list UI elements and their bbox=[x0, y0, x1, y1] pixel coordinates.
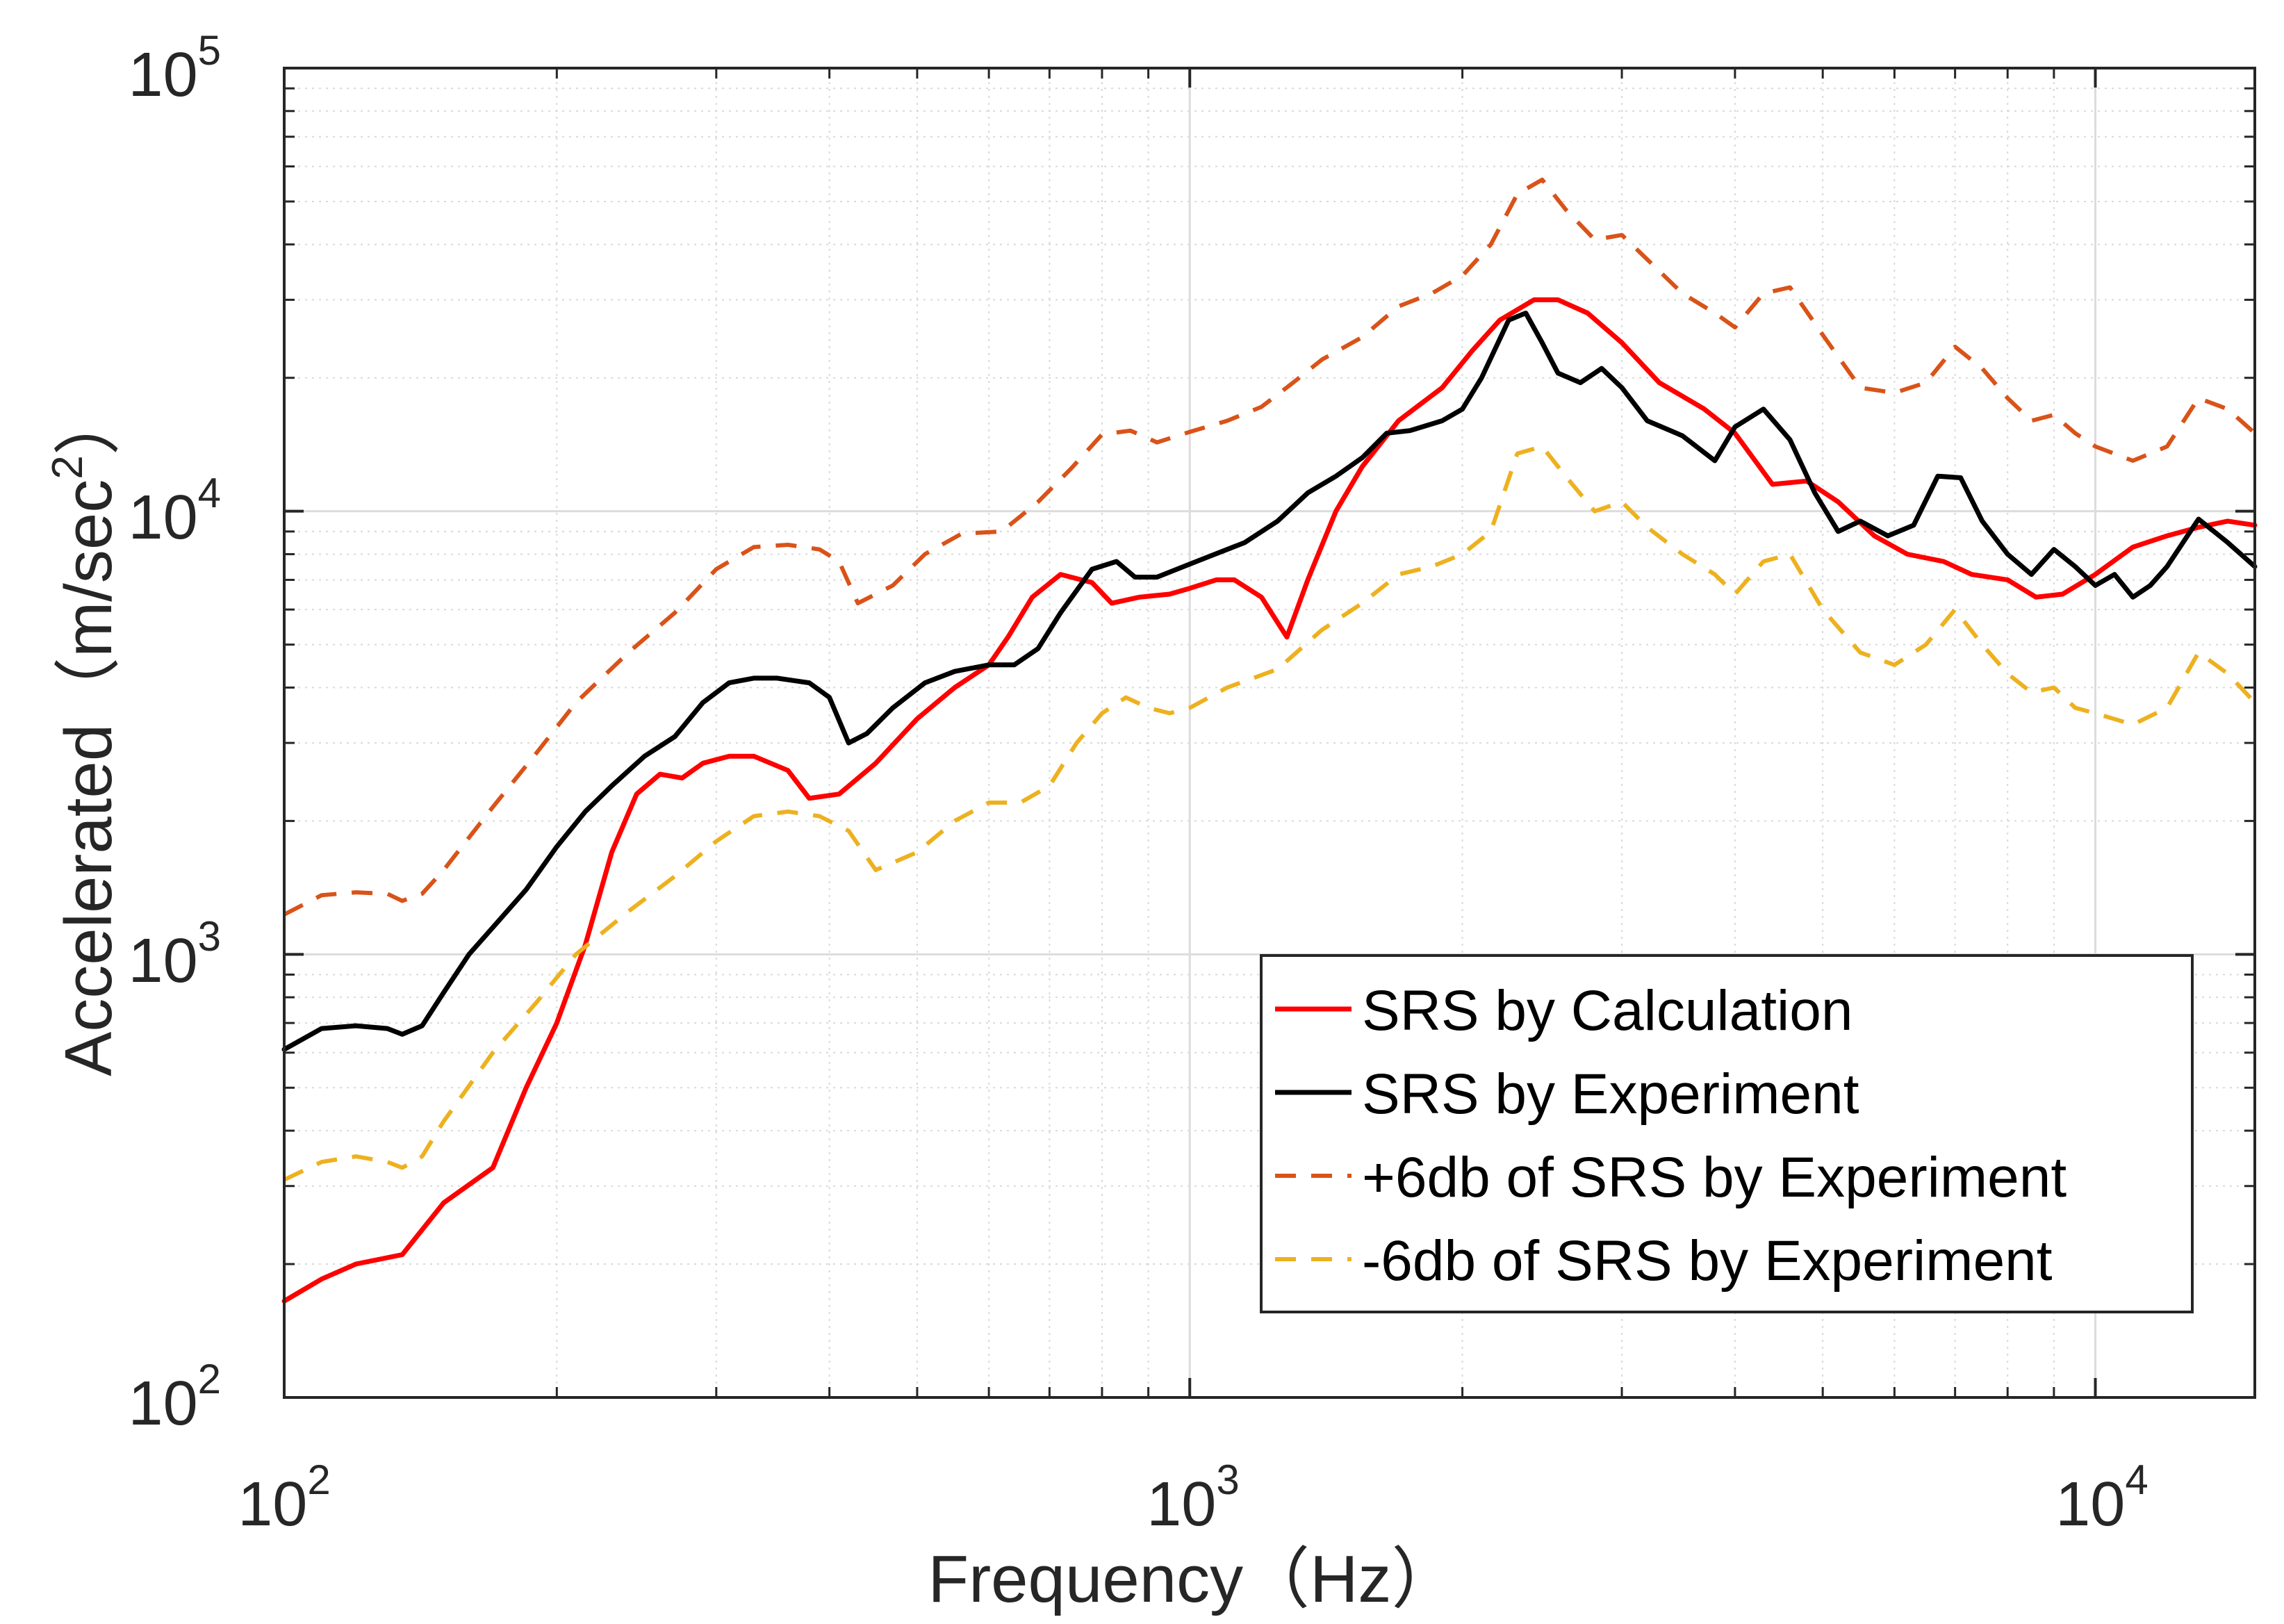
legend: SRS by Calculation SRS by Experiment +6d… bbox=[1260, 954, 2194, 1313]
series-line-srs-by-experiment bbox=[281, 311, 2258, 1052]
plot-border bbox=[283, 67, 2256, 1399]
y-tick-base: 10 bbox=[129, 1369, 198, 1438]
y-tick-exponent: 2 bbox=[198, 1356, 221, 1402]
series-line-srs-by-calculation bbox=[281, 297, 2258, 1304]
x-tick-base: 10 bbox=[2055, 1470, 2125, 1539]
y-tick-label-1000: 103 bbox=[129, 913, 221, 996]
series-line-minus-6db bbox=[283, 444, 2257, 1182]
x-tick-base: 10 bbox=[1147, 1470, 1216, 1539]
y-tick-base: 10 bbox=[129, 40, 198, 110]
legend-label-minus-6db: -6db of SRS by Experiment bbox=[1362, 1229, 2053, 1293]
axis-ticks bbox=[283, 67, 2255, 1399]
y-tick-label-100: 102 bbox=[129, 1356, 221, 1438]
legend-label-srs-by-experiment: SRS by Experiment bbox=[1362, 1063, 1859, 1126]
y-axis-title-main: Accelerated（m/sec bbox=[51, 479, 126, 1076]
x-tick-label-10000: 104 bbox=[2055, 1457, 2148, 1539]
x-tick-exponent: 4 bbox=[2125, 1457, 2148, 1503]
x-axis-title: Frequency（Hz） bbox=[928, 1542, 1459, 1616]
series-layer bbox=[281, 177, 2258, 1304]
x-tick-label-1000: 103 bbox=[1147, 1457, 1239, 1539]
y-tick-label-10000: 104 bbox=[129, 470, 221, 552]
y-axis-title-close: ） bbox=[51, 388, 126, 455]
series-line-plus-6db bbox=[283, 177, 2256, 917]
y-tick-exponent: 4 bbox=[198, 470, 221, 516]
x-tick-base: 10 bbox=[238, 1470, 307, 1539]
legend-label-plus-6db: +6db of SRS by Experiment bbox=[1362, 1146, 2067, 1209]
minor-grid bbox=[284, 68, 2255, 1397]
legend-label-srs-by-calculation: SRS by Calculation bbox=[1362, 979, 1852, 1042]
y-axis-title: Accelerated（m/sec2） bbox=[44, 388, 126, 1076]
y-tick-exponent: 3 bbox=[198, 913, 221, 960]
y-tick-base: 10 bbox=[129, 483, 198, 552]
y-axis-title-superscript: 2 bbox=[44, 455, 92, 479]
y-tick-base: 10 bbox=[129, 926, 198, 996]
x-tick-exponent: 2 bbox=[307, 1457, 330, 1503]
x-tick-exponent: 3 bbox=[1216, 1457, 1239, 1503]
x-tick-label-100: 102 bbox=[238, 1457, 330, 1539]
y-tick-label-100000: 105 bbox=[129, 27, 221, 110]
y-tick-exponent: 5 bbox=[198, 27, 221, 74]
legend-box bbox=[1260, 954, 2194, 1313]
